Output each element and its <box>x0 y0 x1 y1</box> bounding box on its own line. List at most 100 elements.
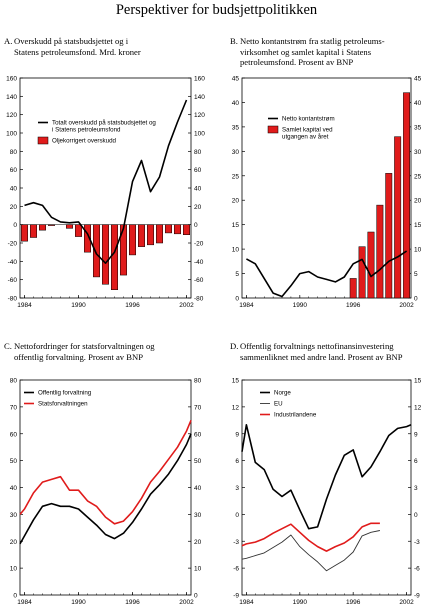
chart-c-ytick-label-left: 20 <box>10 539 18 546</box>
chart-a-bar <box>174 224 181 235</box>
chart-a-legend-label-part: Oljekorrigert overskudd <box>52 138 117 145</box>
chart-b-ytick-label-left: 20 <box>232 198 240 205</box>
panel-d-title-line-2: sammenliknet med andre land. Prosent av … <box>240 351 403 362</box>
chart-a-ytick-label-right: 20 <box>194 204 202 211</box>
chart-b-ytick-label-left: 35 <box>232 124 240 131</box>
chart-c-ytick-label-right: 10 <box>194 566 202 573</box>
chart-a-bar <box>84 224 91 253</box>
chart-b-ytick-label-right: 25 <box>414 173 422 180</box>
chart-a-bar <box>30 224 37 238</box>
chart-c: 0 0 10 10 20 20 30 30 40 40 50 50 60 60 70 70 80 80 1984 19… <box>10 378 202 607</box>
chart-d-ytick-label-left: 15 <box>232 378 240 385</box>
chart-c-ytick-label-left: 30 <box>10 512 18 519</box>
chart-a-ytick-label-right: -40 <box>194 259 204 266</box>
chart-a: -80 -80 -60 -60 -40 -40 -20 -20 0 0 20 20 40 40 60 60 80… <box>6 76 205 310</box>
chart-a-ytick-label-left: 100 <box>6 131 17 138</box>
chart-d-ytick-label-right: -6 <box>414 566 420 573</box>
chart-d-ytick-label-left: -3 <box>233 539 239 546</box>
chart-c-ytick-label-right: 60 <box>194 431 202 438</box>
chart-d-ytick-label-right: -9 <box>414 593 420 600</box>
chart-d-legend-label-part: Norge <box>274 390 291 397</box>
panel-c-title-line-2: offentlig forvaltning. Prosent av BNP <box>14 351 143 362</box>
chart-a-ytick-label-left: 60 <box>10 167 18 174</box>
chart-d-ytick-label-left: -9 <box>233 593 239 600</box>
chart-a-xtick-label: 1996 <box>125 302 140 309</box>
chart-d-ytick-label-left: 9 <box>235 431 239 438</box>
chart-b-legend-label-part: Samlet kapital ved <box>282 127 333 134</box>
chart-b-ytick-label-right: 15 <box>414 222 422 229</box>
chart-c-ytick-label-left: 60 <box>10 431 18 438</box>
chart-a-ytick-label-right: -80 <box>194 296 204 303</box>
chart-c-xtick-label: 1984 <box>17 599 32 606</box>
chart-b-legend-swatch-2 <box>267 125 279 134</box>
chart-b-ytick-label-left: 25 <box>232 173 240 180</box>
chart-a-legend-label-2: Oljekorrigert overskudd <box>52 138 117 145</box>
chart-a-legend-label-1: Totalt overskudd på statsbudsjettet og i … <box>52 120 156 134</box>
chart-d: -9 -9 -6 -6 -3 -3 0 0 3 3 6 6 9 9 12 12 15 15 1984 1990 1996… <box>232 378 422 607</box>
chart-b-ytick-label-right: 35 <box>414 124 422 131</box>
chart-c-ytick-label-left: 70 <box>10 404 18 411</box>
chart-d-ytick-label-left: 0 <box>235 512 239 519</box>
chart-b-ytick-label-left: 15 <box>232 222 240 229</box>
chart-a-ytick-label-left: 80 <box>10 149 18 156</box>
chart-a-ytick-label-right: -60 <box>194 277 204 284</box>
chart-a-ytick-label-right: 100 <box>194 131 205 138</box>
chart-c-legend-label-part: Statsforvaltningen <box>38 401 88 408</box>
chart-d-xtick-label: 1990 <box>293 599 308 606</box>
chart-a-bar <box>93 224 100 278</box>
panel-c-letter: C. <box>4 341 12 351</box>
chart-a-ytick-label-right: 80 <box>194 149 202 156</box>
chart-b-bar <box>394 136 402 299</box>
page-title: Perspektiver for budsjettpolitikken <box>115 2 318 18</box>
chart-a-bar <box>183 224 190 236</box>
chart-a-xtick-label: 1990 <box>71 302 86 309</box>
chart-b-ytick-label-left: 40 <box>232 100 240 107</box>
chart-b-xtick-label: 1984 <box>239 302 254 309</box>
chart-a-series-line-1 <box>24 99 188 264</box>
chart-c-ytick-label-right: 0 <box>194 593 198 600</box>
chart-c-ytick-label-left: 80 <box>10 378 18 385</box>
chart-d-xtick-label: 2002 <box>399 599 414 606</box>
chart-a-bar <box>48 224 55 226</box>
chart-b-bar <box>367 231 375 299</box>
chart-c-xtick-label: 2002 <box>179 599 194 606</box>
chart-a-ytick-label-right: 160 <box>194 76 205 83</box>
panel-b-title-line-1: Netto kontantstrøm fra statlig petroleum… <box>240 36 385 46</box>
chart-b-legend-label-2: Samlet kapital ved utgangen av året <box>282 127 333 141</box>
chart-a-bar <box>39 224 46 231</box>
chart-c-ytick-label-right: 20 <box>194 539 202 546</box>
chart-a-bar <box>75 224 82 237</box>
chart-a-ytick-label-right: 0 <box>194 222 198 229</box>
chart-c-legend-label-2: Statsforvaltningen <box>38 401 88 408</box>
chart-c-ytick-label-left: 40 <box>10 485 18 492</box>
chart-c-series-line-1 <box>19 433 192 545</box>
chart-c-frame <box>19 379 192 596</box>
chart-d-ytick-label-right: -3 <box>414 539 420 546</box>
chart-a-xtick-label: 1984 <box>17 302 32 309</box>
chart-a-xtick-label: 2002 <box>179 302 194 309</box>
chart-a-ytick-label-right: 40 <box>194 186 202 193</box>
panel-a-title-line-1: Overskudd på statsbudsjettet og i <box>14 36 129 46</box>
chart-d-ytick-label-left: -6 <box>233 566 239 573</box>
chart-c-ytick-label-right: 50 <box>194 458 202 465</box>
chart-c-ytick-label-right: 30 <box>194 512 202 519</box>
chart-c-ytick-label-right: 70 <box>194 404 202 411</box>
chart-d-ytick-label-right: 15 <box>414 378 422 385</box>
chart-b-ytick-label-left: 5 <box>235 271 239 278</box>
chart-c-xtick-label: 1996 <box>125 599 140 606</box>
chart-d-ytick-label-left: 6 <box>235 458 239 465</box>
chart-a-ytick-label-left: -60 <box>8 277 18 284</box>
chart-a-ytick-label-left: 0 <box>13 222 17 229</box>
chart-b-ytick-label-right: 45 <box>414 76 422 83</box>
panel-a-title: A. Overskudd på statsbudsjettet og i Sta… <box>4 36 210 57</box>
panel-b-title-line-2: virksomhet og samlet kapital i Statens <box>240 46 372 57</box>
chart-c-ytick-label-left: 0 <box>13 593 17 600</box>
chart-a-ytick-label-right: 140 <box>194 94 205 101</box>
chart-b-ytick-label-right: 20 <box>414 198 422 205</box>
chart-a-legend-swatch-2 <box>37 136 49 145</box>
chart-d-legend-label-1: Norge <box>274 390 291 397</box>
chart-b-bar <box>385 173 393 299</box>
chart-a-ytick-label-left: 40 <box>10 186 18 193</box>
chart-d-ytick-label-right: 3 <box>414 485 418 492</box>
chart-b-bar <box>403 92 411 299</box>
